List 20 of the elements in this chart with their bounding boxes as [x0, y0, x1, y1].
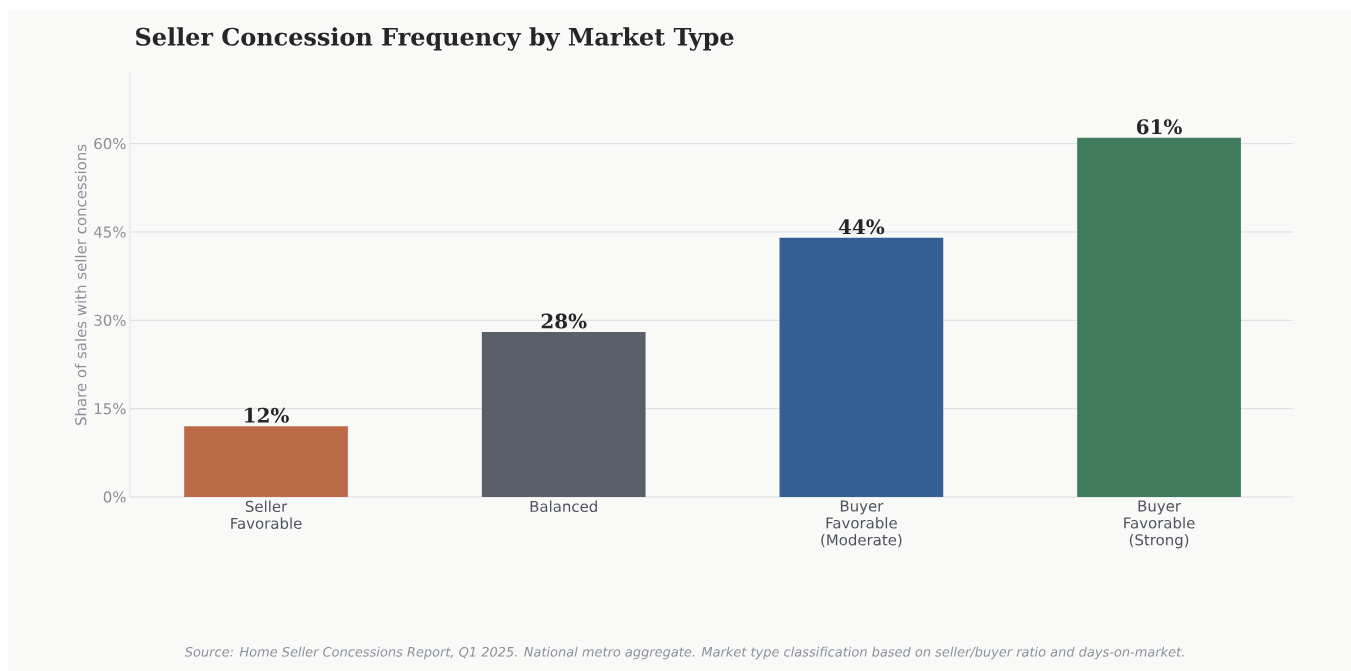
- bar: [184, 426, 348, 497]
- y-tick-label: 15%: [94, 403, 126, 415]
- bar: [481, 332, 646, 497]
- bar: [1077, 137, 1241, 497]
- data-label: 61%: [1136, 119, 1182, 135]
- y-tick-label: 45%: [94, 226, 126, 238]
- x-tick-label: Buyer Favorable (Moderate): [821, 500, 902, 548]
- y-tick-label: 0%: [103, 491, 126, 503]
- x-tick-label: Balanced: [530, 500, 597, 513]
- data-label: 44%: [838, 219, 885, 235]
- source-note: Source: Home Seller Concessions Report, Q1 2025. National metro aggregate. Market type classification based on seller/buyer ratio and days-on-market.: [184, 646, 1184, 660]
- chart-title: Seller Concession Frequency by Market Type: [136, 27, 734, 51]
- data-label: 28%: [541, 313, 587, 329]
- y-tick-label: 60%: [94, 138, 126, 150]
- y-axis-title: Share of sales with seller concessions: [74, 144, 87, 426]
- data-label: 12%: [245, 407, 289, 423]
- x-tick-label: Buyer Favorable (Strong): [1124, 500, 1195, 549]
- y-tick-label: 30%: [94, 314, 126, 326]
- x-tick-label: Seller Favorable: [231, 500, 302, 530]
- bar: [779, 237, 944, 497]
